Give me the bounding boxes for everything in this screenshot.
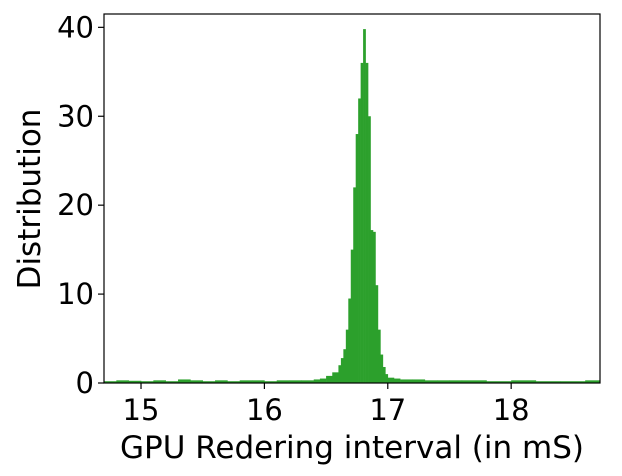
histogram-bar bbox=[380, 354, 384, 383]
plot-frame bbox=[103, 13, 601, 384]
histogram-bar bbox=[190, 380, 204, 383]
y-axis-ticks: 0 10 20 30 40 bbox=[57, 10, 104, 400]
histogram-bar bbox=[372, 231, 376, 383]
y-tick-label: 0 bbox=[76, 366, 94, 400]
histogram-bar bbox=[370, 230, 374, 383]
x-tick-label: 15 bbox=[123, 393, 160, 427]
histogram-bar bbox=[377, 329, 381, 383]
histogram-bar bbox=[424, 380, 438, 383]
x-axis-label: GPU Redering interval (in mS) bbox=[120, 430, 584, 466]
histogram-bar bbox=[141, 381, 154, 383]
histogram-bars bbox=[104, 29, 601, 384]
histogram-bar bbox=[382, 367, 386, 383]
histogram-bar bbox=[511, 380, 537, 383]
histogram-bar bbox=[128, 380, 142, 383]
histogram-bar bbox=[178, 379, 191, 383]
histogram-bar bbox=[239, 380, 253, 383]
histogram-bar bbox=[332, 372, 339, 383]
x-tick-label: 16 bbox=[246, 393, 283, 427]
histogram-bar bbox=[215, 380, 228, 383]
histogram-bar bbox=[461, 380, 487, 383]
y-tick-label: 10 bbox=[57, 277, 94, 311]
histogram-bar bbox=[393, 378, 401, 383]
y-tick-label: 40 bbox=[57, 10, 94, 44]
y-tick-label: 20 bbox=[57, 188, 94, 222]
histogram-bar bbox=[116, 380, 129, 383]
histogram-bar bbox=[338, 365, 342, 383]
histogram-bar bbox=[301, 380, 315, 383]
histogram-bar bbox=[375, 285, 379, 383]
histogram-bar bbox=[104, 381, 117, 383]
histogram-bar bbox=[345, 329, 349, 383]
x-tick-label: 17 bbox=[369, 393, 406, 427]
histogram-bar bbox=[289, 380, 302, 383]
histogram-bar bbox=[355, 134, 359, 383]
histogram-bar bbox=[343, 349, 347, 383]
histogram-bar bbox=[264, 381, 278, 383]
x-tick-label: 18 bbox=[493, 393, 530, 427]
histogram-bar bbox=[313, 379, 321, 383]
histogram-bar bbox=[360, 62, 364, 384]
histogram-bar bbox=[486, 381, 512, 383]
histogram-bar bbox=[340, 358, 344, 383]
histogram-bar bbox=[585, 380, 601, 383]
histogram-bar bbox=[385, 374, 389, 383]
histogram-bar bbox=[353, 187, 356, 383]
histogram-bar bbox=[348, 298, 352, 383]
histogram-bar bbox=[400, 379, 413, 383]
histogram-bar bbox=[326, 375, 333, 383]
histogram-bar bbox=[319, 378, 327, 383]
histogram-bar bbox=[368, 116, 371, 383]
x-axis-ticks: 15 16 17 18 bbox=[123, 383, 530, 427]
histogram-bar bbox=[227, 381, 241, 383]
histogram-bar bbox=[165, 381, 179, 383]
histogram-bar bbox=[252, 380, 265, 383]
histogram-bar bbox=[535, 381, 561, 383]
histogram-bar bbox=[437, 380, 450, 383]
histogram-bar bbox=[358, 98, 361, 383]
y-axis-label: Distribution bbox=[12, 109, 48, 290]
y-tick-label: 30 bbox=[57, 99, 94, 133]
histogram-bar bbox=[449, 380, 463, 383]
histogram-bar bbox=[387, 377, 395, 383]
histogram-bar bbox=[350, 249, 354, 383]
histogram-bar bbox=[560, 381, 586, 383]
histogram-bar bbox=[276, 380, 290, 383]
histogram-bar bbox=[363, 29, 366, 384]
histogram-bar bbox=[202, 381, 216, 383]
histogram-bar bbox=[365, 62, 369, 384]
histogram-bar bbox=[412, 379, 426, 383]
histogram-bar bbox=[153, 380, 166, 383]
